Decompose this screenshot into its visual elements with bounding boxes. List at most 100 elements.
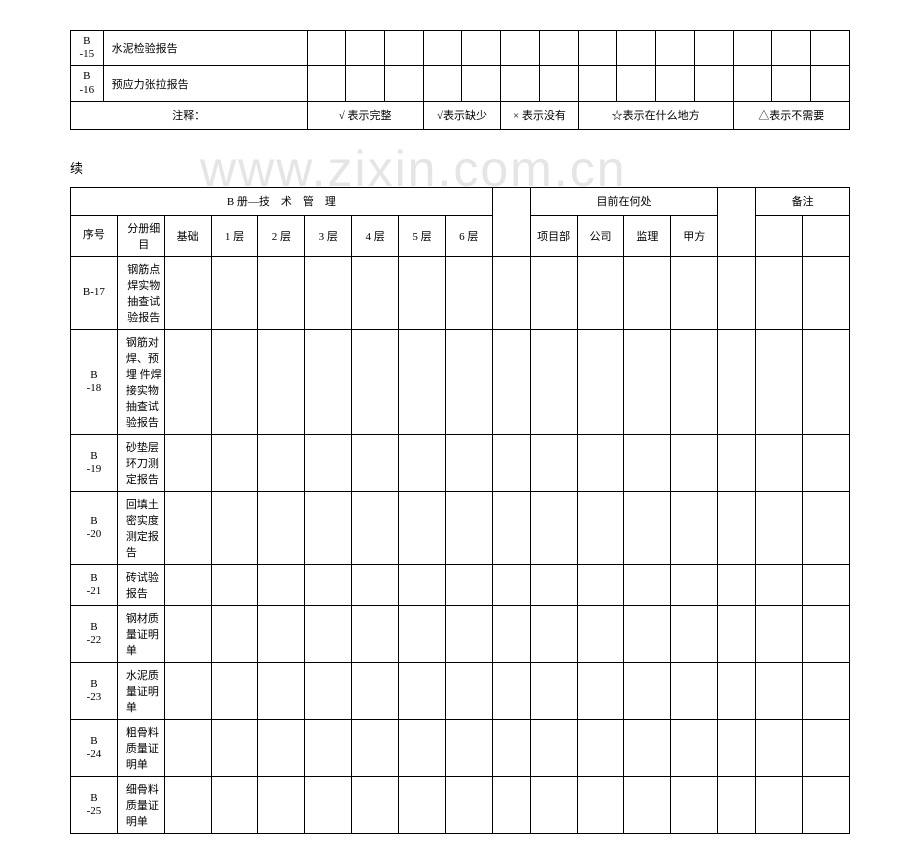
item-cell: 钢筋对焊、预埋 件焊接实物抽查试验报告 <box>117 329 164 434</box>
data-cell <box>305 564 352 605</box>
legend-item: ☆表示在什么地方 <box>578 101 733 129</box>
data-cell <box>756 719 803 776</box>
data-cell <box>399 605 446 662</box>
data-cell <box>258 564 305 605</box>
data-cell <box>164 662 211 719</box>
id-line1: B <box>90 792 97 804</box>
data-cell <box>346 31 385 66</box>
data-cell <box>803 434 850 491</box>
item-cell: 回填土密实度测定报告 <box>117 491 164 564</box>
data-cell <box>164 564 211 605</box>
id-line2: -24 <box>87 748 102 760</box>
data-cell <box>305 776 352 833</box>
data-cell <box>624 719 671 776</box>
data-cell <box>539 66 578 101</box>
id-line1: B <box>90 450 97 462</box>
data-cell <box>577 662 624 719</box>
floor-header: 1 层 <box>211 215 258 256</box>
data-cell <box>624 256 671 329</box>
data-cell <box>258 719 305 776</box>
data-cell <box>803 719 850 776</box>
id-line1: B <box>83 70 90 82</box>
data-cell <box>718 329 756 434</box>
data-cell <box>307 66 346 101</box>
data-cell <box>211 719 258 776</box>
floor-header: 5 层 <box>399 215 446 256</box>
id-line2: -23 <box>87 691 102 703</box>
data-cell <box>694 31 733 66</box>
data-cell <box>352 564 399 605</box>
data-cell <box>492 329 530 434</box>
data-cell <box>803 491 850 564</box>
data-cell <box>718 719 756 776</box>
data-cell <box>258 329 305 434</box>
data-cell <box>718 256 756 329</box>
data-cell <box>399 256 446 329</box>
row-id: B-19 <box>71 434 118 491</box>
data-cell <box>671 662 718 719</box>
location-col-header: 公司 <box>577 215 624 256</box>
data-cell <box>305 256 352 329</box>
data-cell <box>445 662 492 719</box>
data-cell <box>492 605 530 662</box>
id-line1: B <box>90 515 97 527</box>
data-cell <box>671 605 718 662</box>
data-cell <box>501 31 540 66</box>
data-cell <box>352 256 399 329</box>
data-cell <box>530 605 577 662</box>
location-header: 目前在何处 <box>530 187 717 215</box>
location-col-header: 甲方 <box>671 215 718 256</box>
data-cell <box>530 719 577 776</box>
row-id: B-23 <box>71 662 118 719</box>
item-cell: 水泥检验报告 <box>103 31 307 66</box>
data-cell <box>305 329 352 434</box>
data-cell <box>772 31 811 66</box>
data-cell <box>617 31 656 66</box>
data-cell <box>305 719 352 776</box>
id-line2: -21 <box>87 585 102 597</box>
data-cell <box>530 776 577 833</box>
data-cell <box>656 31 695 66</box>
item-cell: 钢筋点焊实物抽查试验报告 <box>117 256 164 329</box>
data-cell <box>671 719 718 776</box>
location-col-header: 项目部 <box>530 215 577 256</box>
data-cell <box>352 329 399 434</box>
data-cell <box>756 605 803 662</box>
data-cell <box>803 605 850 662</box>
data-cell <box>492 662 530 719</box>
location-col-header: 监理 <box>624 215 671 256</box>
data-cell <box>258 491 305 564</box>
data-cell <box>423 31 462 66</box>
data-cell <box>624 329 671 434</box>
data-cell <box>624 776 671 833</box>
data-cell <box>530 564 577 605</box>
continue-label: 续 <box>70 158 850 177</box>
floor-header: 3 层 <box>305 215 352 256</box>
blank-header <box>803 215 850 256</box>
item-cell: 钢材质量证明单 <box>117 605 164 662</box>
legend-item: × 表示没有 <box>501 101 578 129</box>
data-cell <box>803 564 850 605</box>
row-id: B-22 <box>71 605 118 662</box>
data-cell <box>307 31 346 66</box>
data-cell <box>530 491 577 564</box>
id-line1: B <box>90 735 97 747</box>
data-cell <box>756 256 803 329</box>
data-cell <box>624 662 671 719</box>
blank-header <box>756 215 803 256</box>
id-line2: -22 <box>87 634 102 646</box>
data-cell <box>385 31 424 66</box>
floor-header: 4 层 <box>352 215 399 256</box>
data-cell <box>346 66 385 101</box>
data-cell <box>530 329 577 434</box>
data-cell <box>577 434 624 491</box>
item-cell: 水泥质量证明单 <box>117 662 164 719</box>
data-cell <box>423 66 462 101</box>
data-cell <box>656 66 695 101</box>
id-line2: -20 <box>87 528 102 540</box>
detail-header: 分册细目 <box>117 215 164 256</box>
id-line1: B <box>83 35 90 47</box>
data-cell <box>492 256 530 329</box>
data-cell <box>671 256 718 329</box>
data-cell <box>164 719 211 776</box>
